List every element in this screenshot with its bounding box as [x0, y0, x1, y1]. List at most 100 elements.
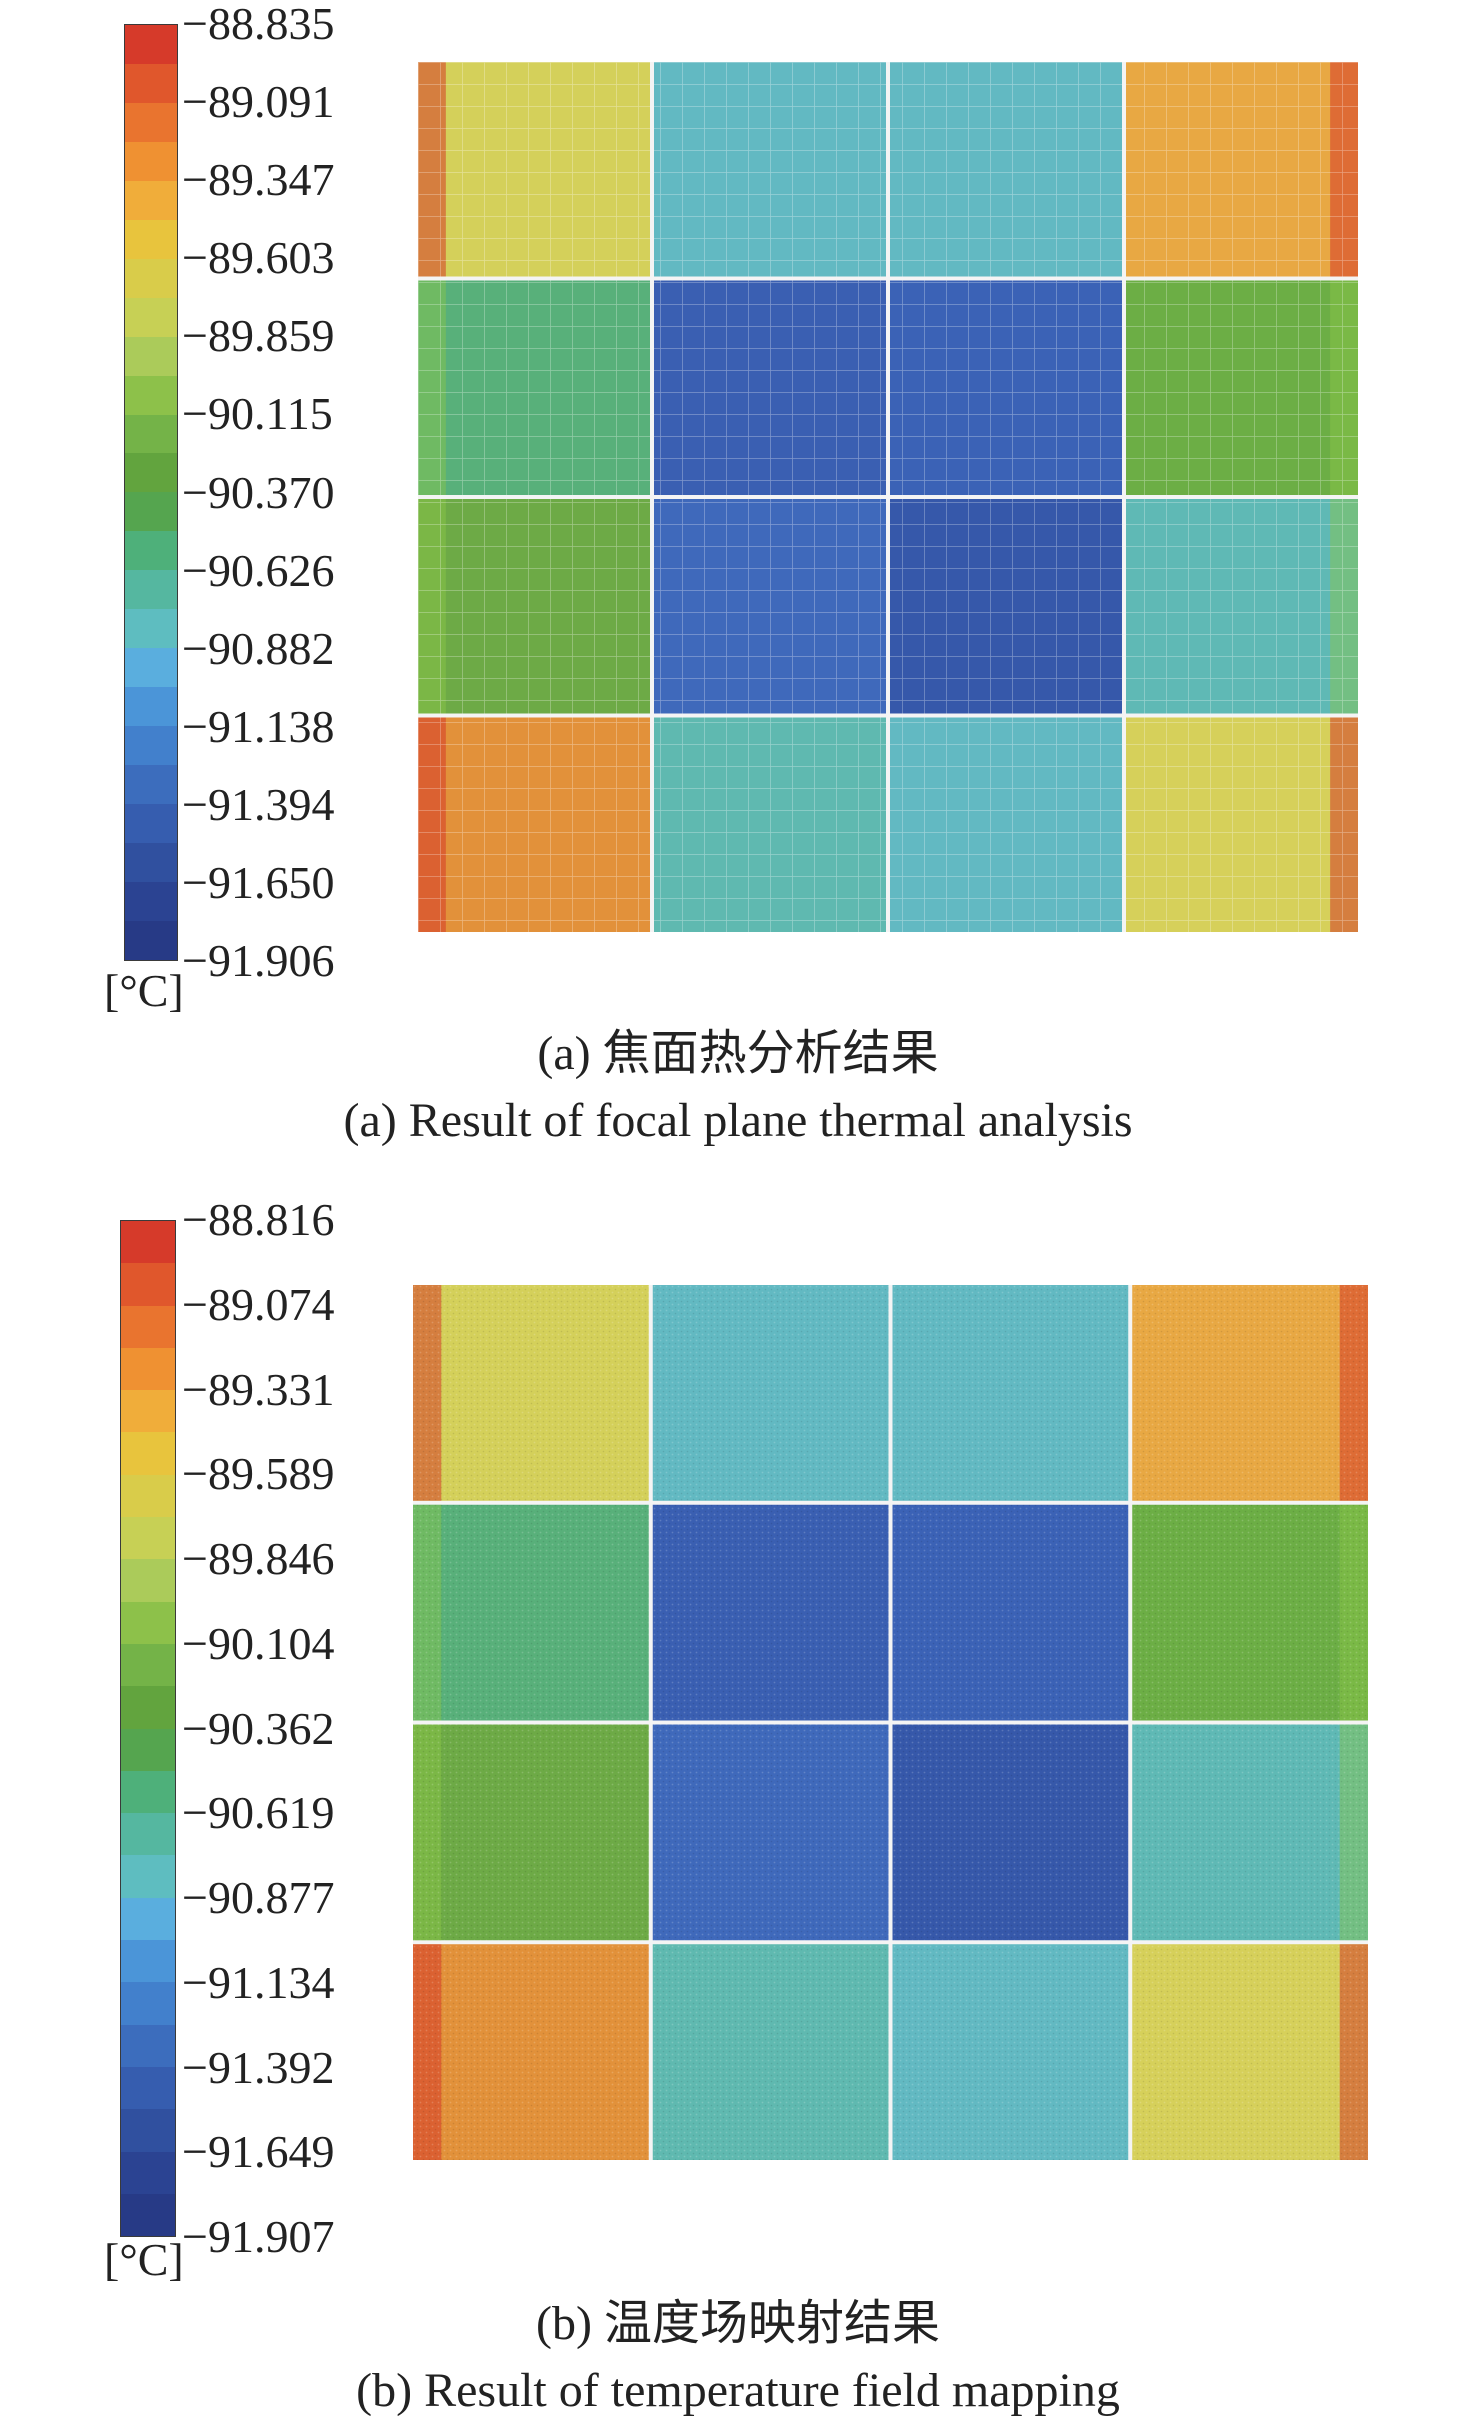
colorbar-ticks: −88.816 −89.074 −89.331 −89.589 −89.846 −90.1… [0, 1180, 380, 2280]
caption-cn: (a) 焦面热分析结果 [537, 1027, 939, 1080]
colorbar-band [125, 180, 177, 220]
tile-grid [413, 1285, 1368, 2160]
caption-cn: (b) 温度场映射结果 [536, 2297, 940, 2350]
map-tile [1132, 1285, 1368, 1501]
colorbar-band [125, 336, 177, 376]
map-tile [418, 280, 650, 495]
colorbar-band [121, 1390, 175, 1433]
panel-b: −88.816 −89.074 −89.331 −89.589 −89.846 −90.1… [0, 1180, 1476, 2433]
map-tile [652, 1724, 889, 1941]
colorbar-band [125, 492, 177, 532]
map-tile [892, 1285, 1129, 1501]
colorbar-tick-label: −89.859 [182, 310, 335, 362]
colorbar-tick-label: −90.104 [182, 1617, 335, 1669]
panel-a: −88.835 −89.091 −89.347 −89.603 −89.859 −90.1… [0, 0, 1476, 1160]
colorbar-tick-label: −91.906 [182, 935, 335, 986]
map-tile [413, 1285, 649, 1501]
colorbar-band [125, 453, 177, 493]
map-tile [652, 1285, 889, 1501]
colorbar-band [125, 297, 177, 337]
colorbar-band [125, 881, 177, 921]
map-tile [413, 1944, 649, 2160]
colorbar-band [121, 1517, 175, 1560]
colorbar-band [125, 570, 177, 610]
colorbar-tick-label: −88.835 [182, 0, 335, 49]
colorbar-band [125, 687, 177, 727]
temperature-map-a [418, 62, 1358, 932]
tile-grid [418, 62, 1358, 932]
colorbar-band [125, 920, 177, 960]
colorbar-band [125, 375, 177, 415]
colorbar-band [121, 1855, 175, 1898]
colorbar-tick-label: −91.394 [182, 778, 335, 830]
colorbar-tick-label: −91.392 [182, 2041, 335, 2093]
colorbar-band [121, 1686, 175, 1729]
map-tile [654, 280, 886, 495]
map-tile [652, 1944, 889, 2160]
colorbar-band [125, 258, 177, 298]
map-tile [890, 499, 1122, 714]
colorbar-band [121, 1770, 175, 1814]
map-tile [1132, 1724, 1368, 1941]
colorbar [124, 24, 178, 961]
map-tile [418, 62, 650, 277]
colorbar-band [125, 25, 177, 64]
map-tile [654, 717, 886, 932]
colorbar-tick-label: −90.115 [182, 388, 333, 440]
colorbar-band [125, 531, 177, 571]
colorbar-band [121, 1643, 175, 1687]
colorbar-tick-label: −89.603 [182, 232, 335, 284]
colorbar-band [121, 2024, 175, 2067]
colorbar-band [125, 609, 177, 649]
colorbar-band [121, 2109, 175, 2152]
colorbar-tick-label: −90.626 [182, 544, 335, 596]
colorbar-tick-label: −89.074 [182, 1278, 335, 1330]
colorbar-tick-label: −89.846 [182, 1533, 335, 1584]
colorbar-band [121, 2151, 175, 2194]
colorbar-tick-label: −90.882 [182, 622, 335, 674]
colorbar-tick-label: −89.589 [182, 1448, 335, 1500]
colorbar-band [121, 1728, 175, 1771]
colorbar-band [125, 63, 177, 103]
colorbar-band [121, 1897, 175, 1941]
map-tile [1126, 717, 1358, 932]
colorbar-band [121, 1305, 175, 1348]
colorbar-band [121, 1347, 175, 1391]
colorbar-tick-label: −91.649 [182, 2126, 335, 2178]
colorbar-tick-label: −90.877 [182, 1872, 335, 1923]
colorbar-tick-label: −91.907 [182, 2211, 335, 2262]
map-tile [418, 499, 650, 714]
colorbar-band [125, 141, 177, 181]
map-tile [1126, 499, 1358, 714]
colorbar-band [121, 1982, 175, 2025]
colorbar-tick-label: −90.362 [182, 1702, 335, 1754]
colorbar-band [125, 726, 177, 766]
map-tile [1132, 1504, 1368, 1721]
colorbar-tick-label: −91.650 [182, 856, 335, 908]
colorbar-tick-label: −91.138 [182, 700, 335, 752]
map-tile [413, 1724, 649, 1941]
map-tile [890, 280, 1122, 495]
map-tile [413, 1504, 649, 1721]
temperature-map-b [413, 1285, 1368, 2160]
map-tile [654, 499, 886, 714]
colorbar-band [121, 1432, 175, 1475]
map-tile [892, 1724, 1129, 1941]
colorbar-tick-label: −90.619 [182, 1787, 335, 1839]
colorbar [120, 1220, 176, 2237]
colorbar-band [121, 1601, 175, 1644]
colorbar-band [125, 102, 177, 142]
caption-en: (b) Result of temperature field mapping [356, 2364, 1120, 2417]
colorbar-tick-label: −88.816 [182, 1194, 335, 1245]
unit-label: [°C] [104, 2234, 184, 2285]
map-tile [418, 717, 650, 932]
map-tile [1126, 62, 1358, 277]
colorbar-band [121, 2066, 175, 2110]
colorbar-band [121, 1813, 175, 1856]
colorbar-band [125, 765, 177, 805]
colorbar-tick-label: −89.347 [182, 154, 335, 206]
colorbar-band [121, 1263, 175, 1306]
colorbar-ticks: −88.835 −89.091 −89.347 −89.603 −89.859 −90.1… [0, 0, 380, 1000]
unit-label: [°C] [104, 965, 184, 1016]
colorbar-band [125, 219, 177, 259]
